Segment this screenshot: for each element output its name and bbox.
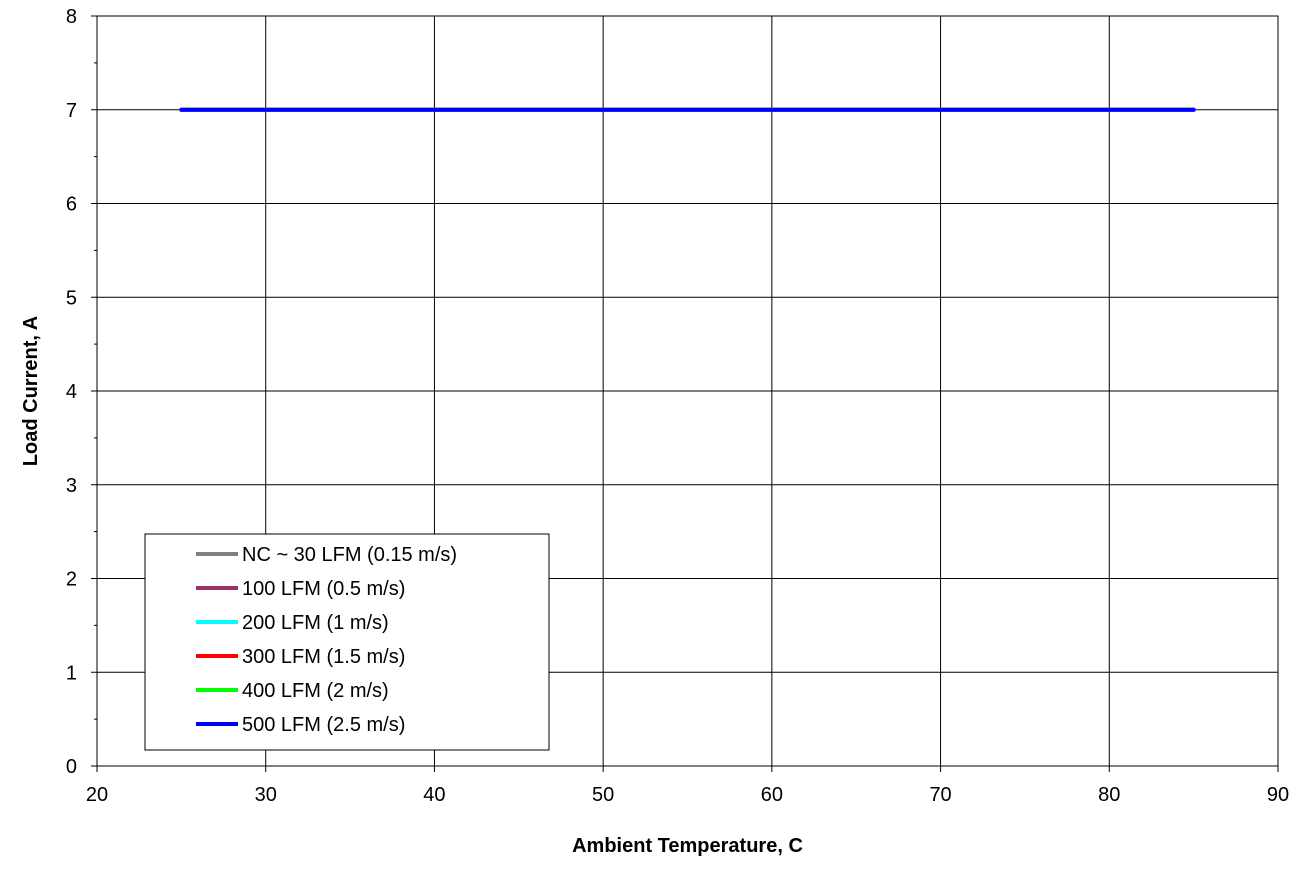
y-tick-label: 7 [66, 100, 77, 122]
tick-labels: 20 30 40 50 60 70 80 90 0 1 2 3 4 5 6 7 8 [66, 6, 1289, 806]
legend-box [144, 533, 550, 751]
y-tick-label: 5 [66, 287, 77, 309]
y-tick-label: 4 [66, 381, 77, 403]
legend-label: 400 LFM (2 m/s) [242, 680, 389, 702]
legend-label: NC ~ 30 LFM (0.15 m/s) [242, 544, 457, 566]
axis-ticks [91, 15, 1279, 772]
x-tick-label: 30 [255, 784, 277, 806]
y-tick-label: 1 [66, 662, 77, 684]
x-tick-label: 60 [761, 784, 783, 806]
x-tick-label: 90 [1267, 784, 1289, 806]
x-axis-title: Ambient Temperature, C [572, 835, 803, 857]
legend-label: 500 LFM (2.5 m/s) [242, 714, 405, 736]
legend: NC ~ 30 LFM (0.15 m/s) 100 LFM (0.5 m/s) 2… [144, 533, 550, 751]
x-tick-label: 50 [592, 784, 614, 806]
y-tick-label: 8 [66, 6, 77, 28]
y-tick-label: 3 [66, 475, 77, 497]
y-tick-label: 0 [66, 756, 77, 778]
y-axis-title: Load Current, A [20, 316, 42, 466]
y-tick-label: 2 [66, 569, 77, 591]
x-tick-label: 70 [929, 784, 951, 806]
x-tick-label: 80 [1098, 784, 1120, 806]
x-tick-label: 20 [86, 784, 108, 806]
x-tick-label: 40 [423, 784, 445, 806]
legend-label: 300 LFM (1.5 m/s) [242, 646, 405, 668]
y-tick-label: 6 [66, 194, 77, 216]
legend-label: 200 LFM (1 m/s) [242, 612, 389, 634]
legend-label: 100 LFM (0.5 m/s) [242, 578, 405, 600]
